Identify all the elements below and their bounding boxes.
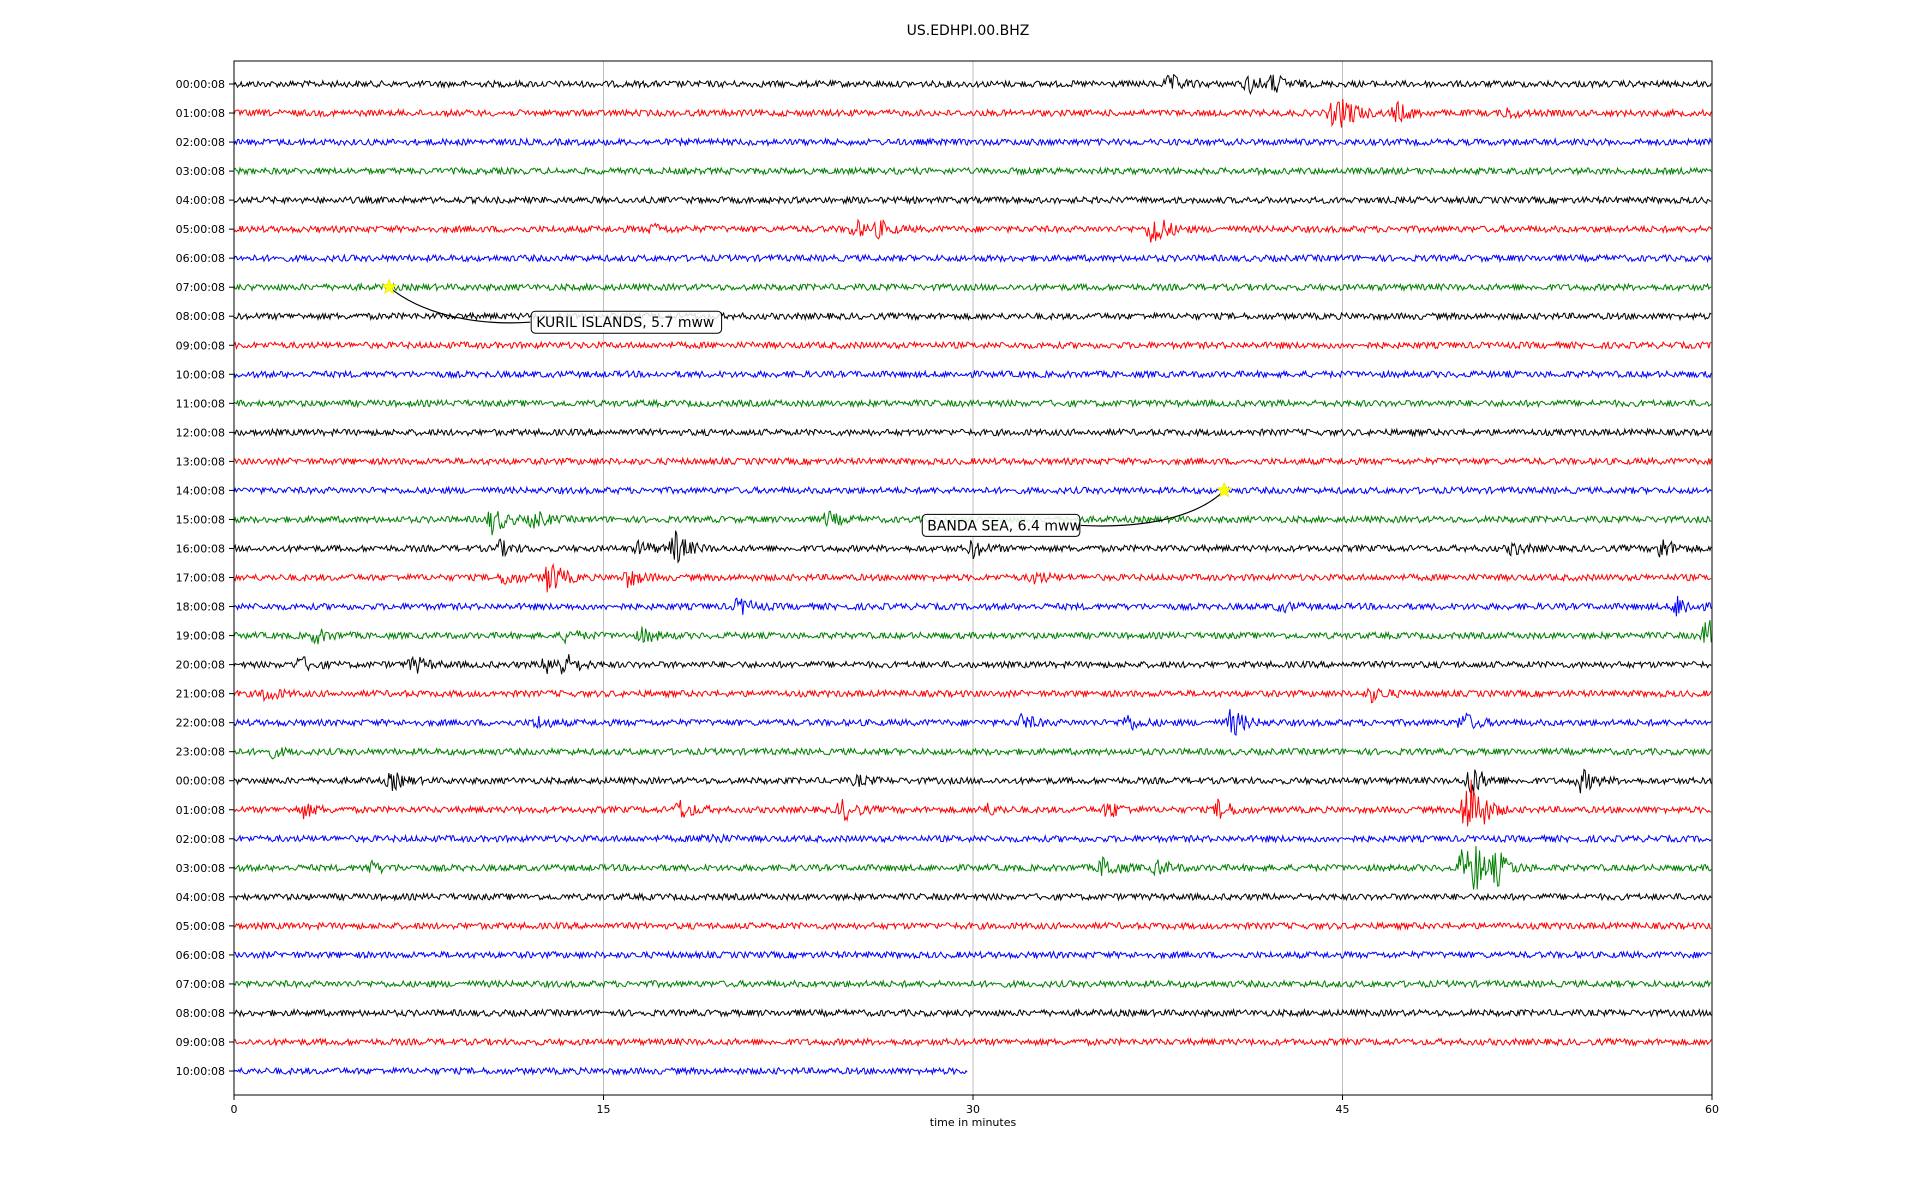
trace-row	[233, 311, 1712, 322]
annotation-connector	[388, 286, 531, 324]
trace-row	[233, 456, 1712, 467]
trace-row	[233, 833, 1712, 844]
row-time-label: 14:00:08	[176, 484, 225, 497]
row-time-label: 18:00:08	[176, 601, 225, 614]
plot-frame	[233, 60, 1713, 1096]
trace-row	[233, 218, 1712, 243]
trace-row	[233, 369, 1712, 380]
trace-row	[233, 253, 1712, 264]
trace-row	[233, 485, 1712, 496]
trace-row	[233, 979, 1712, 989]
trace-row	[233, 427, 1712, 438]
trace-row	[233, 195, 1712, 206]
trace-row	[233, 768, 1712, 795]
trace-row	[233, 1066, 968, 1076]
trace-row	[233, 709, 1712, 737]
row-time-label: 17:00:08	[176, 572, 225, 585]
annotation-label: KURIL ISLANDS, 5.7 mww	[536, 315, 714, 331]
trace-row	[233, 98, 1712, 128]
row-time-label: 23:00:08	[176, 746, 225, 759]
trace-row	[233, 891, 1712, 902]
row-time-label: 21:00:08	[176, 688, 225, 701]
row-time-label: 06:00:08	[176, 252, 225, 265]
trace-row	[233, 845, 1712, 890]
row-time-label: 11:00:08	[176, 397, 225, 410]
row-time-label: 16:00:08	[176, 542, 225, 555]
trace-row	[233, 136, 1712, 148]
x-axis-ticks: 0 15 30 45 60	[231, 1095, 1719, 1116]
trace-row	[233, 1036, 1712, 1048]
event-star-icon	[380, 278, 398, 295]
trace-row	[233, 340, 1712, 351]
grid-lines	[603, 61, 1343, 1095]
row-time-label: 20:00:08	[176, 659, 225, 672]
row-time-label: 22:00:08	[176, 717, 225, 730]
event-annotations: KURIL ISLANDS, 5.7 mww BANDA SEA, 6.4 mww	[380, 278, 1233, 537]
row-time-label: 12:00:08	[176, 426, 225, 439]
trace-row	[233, 779, 1712, 827]
row-time-label: 00:00:08	[176, 78, 225, 91]
trace-row	[233, 654, 1712, 675]
annotation-box	[530, 310, 723, 334]
row-time-labels: 00:00:08 01:00:08 02:00:08 03:00:08 04:00:08…	[176, 78, 234, 1078]
trace-row	[233, 687, 1712, 704]
trace-row	[233, 530, 1712, 564]
row-time-label: 13:00:08	[176, 455, 225, 468]
row-time-label: 06:00:08	[176, 949, 225, 962]
annotation-label: BANDA SEA, 6.4 mww	[927, 518, 1081, 534]
trace-row	[233, 165, 1712, 177]
row-time-label: 01:00:08	[176, 804, 225, 817]
trace-row	[233, 282, 1712, 293]
trace-row	[233, 949, 1712, 960]
trace-row	[233, 1007, 1712, 1019]
x-tick-label: 60	[1705, 1103, 1719, 1116]
annotation-box	[921, 513, 1081, 537]
row-time-label: 03:00:08	[176, 862, 225, 875]
row-time-label: 09:00:08	[176, 339, 225, 352]
trace-row	[233, 595, 1712, 617]
row-time-label: 07:00:08	[176, 281, 225, 294]
x-axis-label: time in minutes	[930, 1116, 1017, 1129]
row-time-label: 07:00:08	[176, 978, 225, 991]
row-time-label: 15:00:08	[176, 513, 225, 526]
row-time-label: 00:00:08	[176, 775, 225, 788]
trace-row	[233, 746, 1712, 760]
trace-row	[233, 562, 1712, 593]
annotation-connector	[1080, 489, 1225, 527]
row-time-label: 19:00:08	[176, 630, 225, 643]
x-tick-label: 15	[597, 1103, 611, 1116]
row-time-label: 09:00:08	[176, 1036, 225, 1049]
row-time-label: 02:00:08	[176, 136, 225, 149]
row-time-label: 04:00:08	[176, 194, 225, 207]
traces	[233, 73, 1712, 1076]
trace-row	[233, 73, 1712, 95]
row-time-label: 02:00:08	[176, 833, 225, 846]
trace-row	[233, 398, 1712, 409]
row-time-label: 01:00:08	[176, 107, 225, 120]
chart-title: US.EDHPI.00.BHZ	[907, 23, 1030, 39]
x-tick-label: 30	[966, 1103, 980, 1116]
trace-row	[233, 920, 1712, 931]
x-tick-label: 0	[231, 1103, 238, 1116]
row-time-label: 08:00:08	[176, 1007, 225, 1020]
row-time-label: 05:00:08	[176, 223, 225, 236]
event-star-icon	[1216, 481, 1233, 498]
row-time-label: 05:00:08	[176, 920, 225, 933]
row-time-label: 10:00:08	[176, 368, 225, 381]
x-tick-label: 45	[1336, 1103, 1350, 1116]
row-time-label: 10:00:08	[176, 1065, 225, 1078]
row-time-label: 04:00:08	[176, 891, 225, 904]
row-time-label: 08:00:08	[176, 310, 225, 323]
trace-row	[233, 620, 1712, 645]
row-time-label: 03:00:08	[176, 165, 225, 178]
